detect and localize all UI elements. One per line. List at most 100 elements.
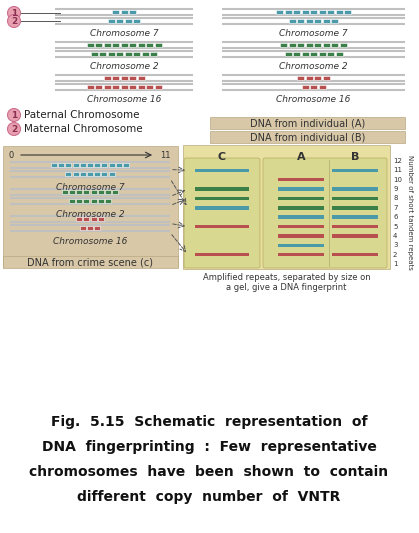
Bar (83, 190, 89, 194)
Bar (62, 190, 68, 194)
Bar (195, 187, 249, 191)
Circle shape (8, 109, 21, 122)
Bar (76, 190, 82, 194)
Bar (123, 163, 129, 167)
Text: 2: 2 (393, 252, 397, 257)
Text: 10: 10 (393, 177, 402, 183)
Bar (332, 253, 378, 256)
Bar (314, 43, 321, 47)
Bar (302, 52, 308, 56)
Bar (105, 199, 111, 203)
Bar (86, 85, 93, 89)
Bar (278, 244, 324, 247)
Bar (280, 43, 287, 47)
Bar (125, 52, 132, 56)
Bar (306, 76, 313, 80)
Bar (112, 10, 119, 14)
Bar (332, 197, 378, 200)
Bar (98, 190, 104, 194)
Text: Chromosome 7: Chromosome 7 (90, 29, 158, 38)
FancyBboxPatch shape (210, 117, 405, 129)
Bar (336, 52, 342, 56)
Bar (327, 10, 334, 14)
Text: Chromosome 2: Chromosome 2 (56, 210, 124, 219)
Bar (278, 206, 324, 209)
Bar (112, 76, 119, 80)
Text: 8: 8 (393, 196, 398, 201)
Bar (310, 52, 317, 56)
Bar (80, 226, 86, 230)
Bar (323, 43, 330, 47)
Bar (91, 199, 97, 203)
Bar (58, 163, 64, 167)
Bar (278, 215, 324, 219)
Bar (276, 10, 283, 14)
Bar (83, 217, 89, 221)
Bar (278, 234, 324, 238)
Text: DNA from individual (A): DNA from individual (A) (250, 118, 365, 128)
Text: Chromosome 2: Chromosome 2 (90, 62, 158, 71)
Bar (86, 43, 93, 47)
Bar (65, 172, 71, 176)
Bar (318, 85, 326, 89)
Bar (195, 168, 249, 172)
Bar (83, 199, 89, 203)
Bar (297, 76, 304, 80)
Bar (155, 85, 161, 89)
FancyBboxPatch shape (3, 146, 178, 267)
Bar (103, 43, 111, 47)
Bar (306, 19, 313, 23)
Bar (76, 199, 82, 203)
Bar (293, 10, 300, 14)
Bar (332, 215, 378, 219)
Text: a gel, give a DNA fingerprint: a gel, give a DNA fingerprint (226, 283, 347, 292)
Bar (297, 43, 304, 47)
Bar (101, 172, 107, 176)
Bar (310, 10, 317, 14)
Bar (306, 43, 313, 47)
Text: Chromosome 16: Chromosome 16 (53, 237, 127, 246)
Text: Amplified repeats, separated by size on: Amplified repeats, separated by size on (203, 273, 370, 282)
Bar (69, 199, 75, 203)
Bar (285, 52, 292, 56)
Bar (94, 172, 100, 176)
Text: 9: 9 (393, 186, 398, 192)
Bar (95, 85, 102, 89)
Text: Chromosome 7: Chromosome 7 (56, 183, 124, 192)
Bar (327, 52, 334, 56)
Bar (318, 10, 326, 14)
Bar (105, 190, 111, 194)
Bar (146, 43, 153, 47)
Bar (323, 76, 330, 80)
Bar (91, 190, 97, 194)
Bar (95, 43, 102, 47)
Text: DNA from individual (B): DNA from individual (B) (250, 132, 365, 142)
Bar (72, 172, 79, 176)
Text: B: B (351, 152, 359, 162)
Bar (51, 163, 57, 167)
Bar (129, 76, 136, 80)
Text: 11: 11 (160, 150, 171, 159)
Bar (112, 43, 119, 47)
Text: 2: 2 (11, 125, 17, 133)
Bar (116, 19, 123, 23)
Bar (103, 76, 111, 80)
Text: 11: 11 (393, 167, 402, 173)
Bar (331, 19, 338, 23)
Bar (278, 187, 324, 191)
Bar (155, 43, 161, 47)
Text: Chromosome 7: Chromosome 7 (279, 29, 348, 38)
Text: 2: 2 (11, 17, 17, 26)
Text: Chromosome 16: Chromosome 16 (87, 95, 161, 104)
Bar (289, 43, 296, 47)
Bar (125, 19, 132, 23)
Text: DNA from crime scene (c): DNA from crime scene (c) (27, 257, 153, 268)
Bar (108, 52, 115, 56)
Bar (121, 10, 127, 14)
Text: Chromosome 2: Chromosome 2 (279, 62, 348, 71)
Bar (94, 226, 100, 230)
Bar (336, 10, 342, 14)
Text: chromosomes  have  been  shown  to  contain: chromosomes have been shown to contain (29, 465, 388, 479)
Bar (109, 172, 115, 176)
Circle shape (8, 14, 21, 28)
